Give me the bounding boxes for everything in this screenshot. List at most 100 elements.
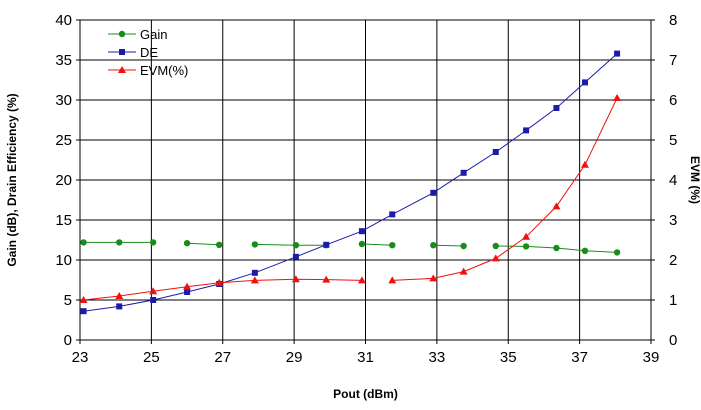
- x-tick-label: 27: [214, 349, 231, 366]
- data-point-de: [492, 149, 499, 155]
- y2-tick-label: 7: [669, 52, 677, 69]
- y-tick-label: 30: [55, 92, 72, 109]
- legend-item-gain: Gain: [108, 27, 167, 42]
- legend-label: DE: [140, 45, 158, 60]
- data-point-de: [358, 228, 365, 235]
- legend: Gain DE EVM(%): [108, 27, 188, 78]
- data-point-de: [430, 189, 437, 196]
- data-point-de: [460, 169, 467, 176]
- y2-tick-label: 1: [669, 292, 677, 309]
- axes: [76, 19, 655, 344]
- y-tick-label: 5: [64, 292, 72, 309]
- legend-label: Gain: [140, 27, 167, 42]
- data-point-de: [116, 303, 123, 310]
- data-point-evm: [613, 94, 622, 101]
- data-point-gain: [613, 249, 621, 256]
- data-point-gain: [149, 239, 157, 246]
- data-point-gain: [183, 240, 191, 247]
- x-tick-label: 31: [357, 349, 374, 366]
- data-point-de: [389, 211, 396, 218]
- y2-tick-label: 6: [669, 92, 677, 109]
- x-tick-label: 37: [571, 349, 588, 366]
- data-point-gain: [581, 247, 589, 254]
- series-line-gain: [187, 242, 220, 246]
- y2-tick-label: 3: [669, 212, 677, 229]
- data-point-evm: [291, 275, 300, 283]
- series-line-gain: [254, 243, 327, 246]
- x-tick-label: 29: [286, 349, 303, 366]
- data-point-de: [523, 127, 530, 134]
- data-point-gain: [430, 242, 437, 249]
- data-point-gain: [80, 239, 87, 246]
- y-tick-label: 10: [55, 252, 72, 269]
- y-tick-label: 40: [55, 12, 72, 29]
- series-line-evm: [392, 97, 618, 281]
- y-tick-label: 35: [55, 52, 72, 69]
- data-point-de: [150, 297, 157, 303]
- data-point-de: [80, 308, 87, 315]
- series-line-gain: [433, 244, 464, 247]
- y2-tick-label: 0: [669, 332, 677, 349]
- series-line-gain: [361, 243, 393, 246]
- y2-tick-label: 4: [669, 172, 677, 189]
- data-point-de: [614, 50, 621, 57]
- data-point-de: [251, 269, 258, 276]
- data-point-evm: [322, 275, 331, 283]
- data-point-evm: [215, 278, 224, 286]
- data-point-evm: [522, 232, 531, 240]
- data-point-de: [553, 105, 560, 111]
- series-layer: [79, 50, 622, 315]
- data-point-gain: [116, 239, 123, 246]
- data-point-evm: [459, 267, 468, 275]
- series-de: [80, 50, 621, 315]
- tick-labels: 23 25 27 29 31 33 35 37 390510152025303540012345…: [55, 12, 677, 366]
- legend-marker: [118, 30, 126, 38]
- data-point-gain: [522, 243, 530, 250]
- data-point-evm: [491, 254, 500, 262]
- y-tick-label: 20: [55, 172, 72, 189]
- x-tick-label: 35: [500, 349, 517, 366]
- data-point-gain: [251, 241, 259, 248]
- y-tick-label: 15: [55, 212, 72, 229]
- data-point-de: [292, 253, 299, 260]
- x-tick-label: 25: [143, 349, 160, 366]
- x-tick-label: 23: [72, 349, 89, 366]
- data-point-gain: [492, 242, 499, 250]
- y2-tick-label: 2: [669, 252, 677, 269]
- data-point-gain: [460, 242, 467, 250]
- data-point-gain: [358, 240, 366, 248]
- series-evm: [79, 94, 622, 303]
- data-point-de: [581, 79, 588, 86]
- legend-marker: [119, 49, 125, 55]
- data-point-gain: [215, 241, 223, 248]
- data-point-evm: [183, 282, 192, 290]
- legend-item-de: DE: [108, 45, 158, 60]
- data-point-gain: [389, 242, 396, 249]
- data-point-evm: [149, 287, 158, 295]
- data-point-evm: [552, 202, 561, 210]
- legend-label: EVM(%): [140, 63, 188, 78]
- y2-tick-label: 8: [669, 12, 677, 29]
- x-tick-label: 39: [643, 349, 660, 366]
- y-tick-label: 25: [55, 132, 72, 149]
- y2-axis-title: EVM (%): [688, 156, 701, 204]
- legend-marker: [118, 66, 126, 73]
- data-point-evm: [580, 160, 589, 168]
- series-gain: [80, 239, 621, 256]
- data-point-de: [323, 241, 330, 248]
- data-point-gain: [292, 242, 300, 249]
- data-point-evm: [115, 292, 124, 299]
- x-axis-title: Pout (dBm): [333, 387, 398, 401]
- data-point-gain: [553, 244, 560, 252]
- legend-item-evm: EVM(%): [108, 63, 188, 78]
- data-point-de: [184, 289, 191, 295]
- data-point-evm: [79, 296, 88, 303]
- series-line-de: [83, 53, 618, 312]
- y-tick-label: 0: [64, 332, 72, 349]
- data-point-evm: [429, 274, 438, 282]
- data-point-evm: [250, 276, 259, 284]
- data-point-evm: [388, 276, 397, 284]
- y2-tick-label: 5: [669, 132, 677, 149]
- y-axis-title: Gain (dB), Drain Efficiency (%): [5, 93, 19, 266]
